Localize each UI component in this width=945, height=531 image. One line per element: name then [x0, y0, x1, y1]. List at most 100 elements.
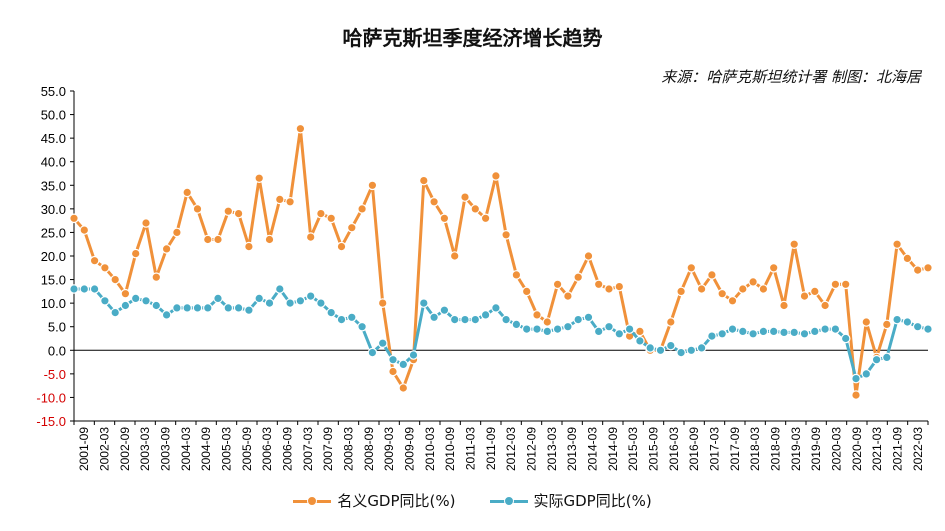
data-point-nominal [244, 241, 254, 252]
data-point-real [388, 354, 398, 365]
data-point-real [377, 338, 388, 348]
data-point-real [820, 324, 830, 334]
data-point-real [707, 331, 717, 341]
x-tick-label: 2020-09 [850, 427, 864, 471]
data-point-real [336, 314, 347, 325]
data-point-nominal [326, 213, 336, 224]
data-point-real [316, 298, 326, 308]
x-tick-label: 2001-09 [77, 427, 91, 471]
data-point-real [768, 326, 779, 337]
data-point-nominal [233, 208, 244, 219]
x-tick-label: 2015-03 [626, 427, 640, 471]
data-point-real [439, 305, 450, 315]
legend-item-real: 实际GDP同比(%) [489, 490, 652, 511]
data-point-nominal [346, 222, 357, 233]
data-point-real [460, 314, 470, 325]
data-point-nominal [79, 225, 90, 235]
data-point-real [871, 354, 882, 365]
data-point-nominal [449, 251, 460, 261]
x-tick-label: 2019-03 [789, 427, 803, 471]
data-point-nominal [686, 262, 697, 273]
data-point-real [274, 284, 285, 294]
data-point-real [213, 293, 223, 304]
data-point-nominal [665, 317, 676, 327]
data-point-real [686, 345, 697, 356]
data-point-nominal [491, 171, 501, 181]
data-point-real [172, 303, 182, 313]
y-tick-label: 5.0 [48, 320, 66, 335]
data-point-nominal [398, 383, 409, 393]
data-point-real [130, 293, 141, 304]
data-point-nominal [213, 234, 223, 245]
data-point-real [655, 345, 666, 356]
data-point-real [593, 326, 604, 337]
data-point-real [748, 328, 758, 339]
data-point-nominal [120, 288, 131, 299]
data-point-nominal [830, 279, 841, 290]
data-point-nominal [809, 286, 820, 297]
data-point-nominal [305, 232, 316, 242]
data-point-nominal [377, 298, 388, 308]
data-point-nominal [470, 204, 481, 214]
data-point-nominal [439, 213, 450, 224]
data-point-nominal [172, 227, 182, 238]
data-point-real [151, 300, 162, 311]
x-tick-label: 2007-09 [321, 427, 335, 471]
chart-title: 哈萨克斯坦季度经济增长趋势 [342, 26, 603, 50]
data-point-real [902, 317, 913, 327]
data-point-nominal [789, 239, 799, 249]
data-point-real [799, 328, 810, 339]
y-tick-label: 15.0 [41, 273, 66, 288]
data-point-real [861, 369, 872, 379]
x-tick-label: 2018-03 [748, 427, 762, 471]
y-tick-label: 30.0 [41, 202, 66, 217]
x-tick-label: 2002-09 [118, 427, 132, 471]
data-point-real [254, 293, 265, 304]
data-point-nominal [748, 277, 758, 287]
x-tick-label: 2004-03 [179, 427, 193, 471]
data-point-real [79, 284, 90, 294]
data-point-real [203, 303, 213, 313]
data-point-nominal [563, 291, 573, 301]
data-point-nominal [737, 284, 748, 294]
data-point-nominal [717, 288, 727, 299]
x-tick-label: 2019-09 [809, 427, 823, 471]
data-point-real [367, 347, 378, 358]
x-tick-label: 2018-09 [769, 427, 783, 471]
data-point-real [264, 298, 275, 308]
data-point-real [491, 303, 501, 313]
data-point-nominal [480, 213, 491, 224]
legend-label-nominal: 名义GDP同比(%) [337, 492, 456, 510]
data-point-real [532, 324, 542, 334]
data-point-nominal [532, 310, 542, 320]
data-point-nominal [881, 319, 892, 330]
x-tick-label: 2003-03 [138, 427, 152, 471]
y-tick-label: 10.0 [41, 296, 66, 311]
data-point-real [295, 295, 306, 306]
x-tick-label: 2014-09 [606, 427, 620, 471]
data-point-nominal [429, 197, 439, 207]
data-point-nominal [892, 239, 902, 249]
data-point-nominal [141, 218, 151, 228]
data-point-nominal [418, 175, 429, 186]
data-point-nominal [203, 234, 213, 245]
data-point-real [418, 298, 429, 308]
data-point-real [851, 373, 861, 384]
data-point-nominal [799, 291, 810, 301]
data-point-real [501, 314, 511, 325]
data-point-nominal [254, 173, 265, 183]
data-point-nominal [182, 187, 192, 198]
data-point-real [912, 321, 923, 332]
data-point-nominal [223, 206, 234, 216]
data-point-real [521, 324, 532, 334]
data-point-nominal [820, 300, 830, 311]
data-point-nominal [89, 255, 100, 266]
data-point-nominal [542, 317, 553, 327]
data-point-real [645, 343, 655, 353]
data-point-real [161, 310, 172, 320]
data-point-nominal [779, 300, 789, 311]
data-point-real [665, 340, 676, 351]
data-point-real [624, 324, 635, 334]
x-tick-label: 2010-09 [443, 427, 457, 471]
x-tick-label: 2009-03 [382, 427, 396, 471]
